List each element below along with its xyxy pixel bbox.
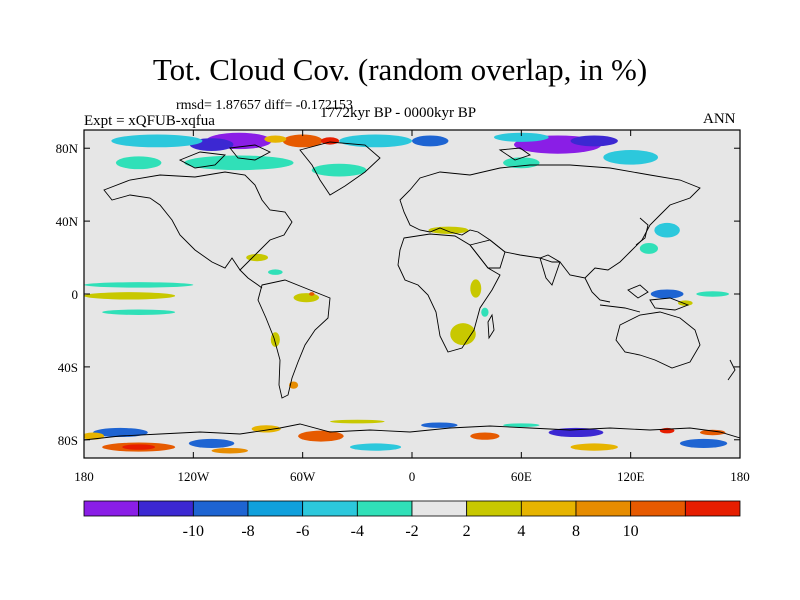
colorbar-swatch xyxy=(83,500,140,517)
anomaly-patch xyxy=(678,300,693,306)
map-title: Tot. Cloud Cov. (random overlap, in %) xyxy=(152,52,648,87)
lon-tick-label: 0 xyxy=(409,469,416,484)
colorbar-swatch xyxy=(247,500,304,517)
colorbar-label: 2 xyxy=(463,523,471,540)
anomaly-patch xyxy=(339,134,412,148)
lat-tick-label: 0 xyxy=(72,287,79,302)
anomaly-patch xyxy=(654,222,680,238)
anomaly-patch xyxy=(93,427,148,438)
rmsd-diff-stats: rmsd= 1.87657 diff= -0.172153 xyxy=(176,98,353,113)
anomaly-patch xyxy=(650,289,684,299)
colorbar-swatch xyxy=(356,500,413,517)
anomaly-patch xyxy=(679,438,728,448)
anomaly-patch xyxy=(639,242,659,254)
anomaly-patch xyxy=(311,163,367,177)
colorbar-label: -2 xyxy=(405,523,418,540)
lat-tick-label: 80S xyxy=(58,433,78,448)
anomaly-patch xyxy=(188,438,235,448)
anomaly-patch xyxy=(570,443,618,451)
anomaly-patch xyxy=(293,293,320,303)
colorbar-label: -10 xyxy=(183,523,204,540)
anomaly-patch xyxy=(84,282,194,288)
anomaly-patch xyxy=(251,425,281,433)
anomaly-patch xyxy=(282,134,323,148)
anomaly-patch xyxy=(289,381,299,389)
anomaly-patch xyxy=(84,292,176,300)
anomaly-patch xyxy=(450,323,476,346)
anomaly-patch xyxy=(211,447,248,454)
colorbar-label: -6 xyxy=(296,523,309,540)
anomaly-patch xyxy=(481,307,489,317)
map-background xyxy=(84,130,740,458)
experiment-label: Expt = xQFUB-xqfua xyxy=(84,113,215,129)
anomaly-patch xyxy=(503,157,540,169)
latitude-axis: 80N 40N 0 40S 80S xyxy=(56,141,740,448)
anomaly-patch xyxy=(246,253,269,262)
anomaly-patch xyxy=(330,419,385,424)
colorbar-swatch xyxy=(575,500,632,517)
anomaly-patch xyxy=(102,309,176,315)
anomaly-patch xyxy=(115,156,162,170)
longitude-axis: 180 120W 60W 0 60E 120E 180 xyxy=(74,130,750,484)
colorbar-label: -8 xyxy=(241,523,254,540)
anomaly-patch xyxy=(603,150,659,165)
coastlines xyxy=(84,141,740,441)
lat-tick-label: 40S xyxy=(58,360,78,375)
lat-tick-label: 40N xyxy=(56,214,79,229)
anomaly-patch xyxy=(264,135,287,143)
anomaly-patch xyxy=(570,135,618,147)
colorbar-label: -4 xyxy=(351,523,364,540)
anomaly-patch xyxy=(122,444,156,450)
anomaly-patch xyxy=(493,132,549,142)
anomaly-patch xyxy=(548,427,604,438)
colorbar-swatch xyxy=(466,500,522,517)
anomaly-patch xyxy=(309,292,315,296)
colorbar: -10 -8 -6 -4 -2 2 4 8 10 xyxy=(83,500,741,540)
colorbar-label: 10 xyxy=(623,523,639,540)
colorbar-swatch xyxy=(138,500,194,517)
anomaly-patch xyxy=(699,429,726,436)
colorbar-label: 8 xyxy=(572,523,580,540)
anomaly-patch xyxy=(184,155,294,171)
lon-tick-label: 180 xyxy=(74,469,94,484)
anomaly-patch xyxy=(696,291,730,297)
colorbar-swatch xyxy=(411,500,468,517)
lon-tick-label: 120E xyxy=(617,469,645,484)
anomaly-patch xyxy=(111,134,203,148)
colorbar-label: 4 xyxy=(517,523,525,540)
anomaly-patch xyxy=(298,430,344,442)
colorbar-swatch xyxy=(302,500,358,517)
anomaly-patch xyxy=(421,422,458,428)
colorbar-swatch xyxy=(520,500,577,517)
anomaly-patch xyxy=(503,423,540,428)
lon-tick-label: 60W xyxy=(290,469,316,484)
anomaly-patch xyxy=(268,269,283,275)
lon-tick-label: 60E xyxy=(511,469,532,484)
anomaly-patch xyxy=(470,279,482,298)
season-label: ANN xyxy=(703,111,736,127)
anomaly-patch xyxy=(350,443,402,451)
lat-tick-label: 80N xyxy=(56,141,79,156)
anomaly-patch xyxy=(470,432,500,440)
lon-tick-label: 120W xyxy=(177,469,210,484)
colorbar-swatch xyxy=(192,500,249,517)
colorbar-swatch xyxy=(684,500,741,517)
lon-tick-label: 180 xyxy=(730,469,750,484)
anomaly-patch xyxy=(412,135,449,147)
colorbar-swatch xyxy=(630,500,686,517)
time-period-label: 1772kyr BP - 0000kyr BP xyxy=(320,105,477,121)
